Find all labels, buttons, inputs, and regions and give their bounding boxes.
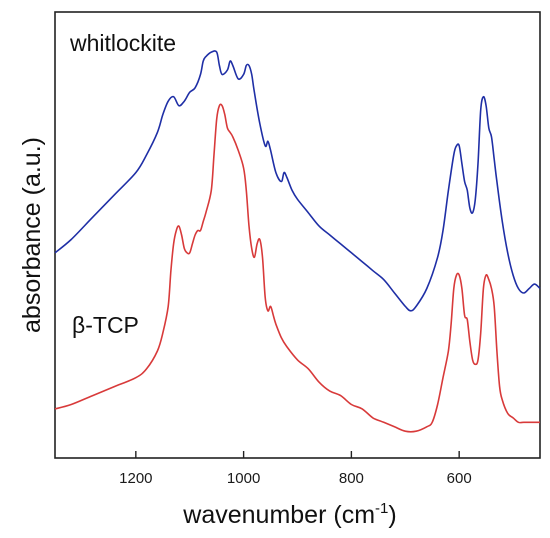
x-ticks: 1200 1000 800 600 (119, 451, 472, 487)
x-axis-title-main: wavenumber (182, 501, 326, 529)
x-axis-unit-base: cm (342, 501, 375, 529)
x-axis-title: wavenumber (cm-1) (182, 500, 396, 529)
y-axis-title: absorbance (a.u.) (18, 137, 46, 333)
x-tick-label-1000: 1000 (227, 470, 260, 487)
series-line-btcp (54, 103, 540, 433)
series-line-whitlockite (54, 50, 541, 312)
series-label-btcp: β-TCP (72, 312, 139, 338)
x-axis-unit-exp: -1 (375, 500, 388, 517)
x-axis-title-open-paren: ( (326, 501, 342, 529)
x-tick-label-600: 600 (447, 470, 472, 487)
x-tick-label-1200: 1200 (119, 470, 152, 487)
plot-frame (54, 11, 541, 459)
series-layer (54, 50, 541, 433)
series-label-whitlockite: whitlockite (69, 30, 176, 56)
x-axis-title-close-paren: ) (388, 501, 396, 529)
x-tick-label-800: 800 (339, 470, 364, 487)
